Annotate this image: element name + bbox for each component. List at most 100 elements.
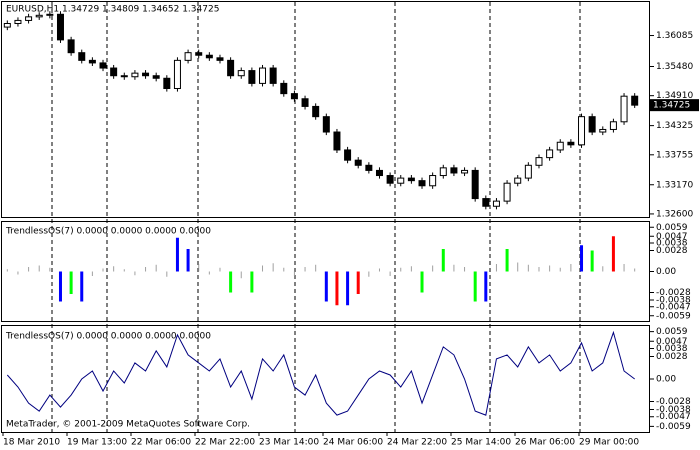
- day-separators: [51, 2, 581, 432]
- histogram-bar: [495, 264, 497, 272]
- candle-body: [375, 169, 383, 177]
- histogram-bar: [464, 267, 466, 272]
- candle-body: [142, 72, 150, 77]
- x-tick-label: 24 Mar 06:00: [323, 438, 383, 448]
- candle-body: [259, 67, 267, 84]
- candle-body: [216, 57, 224, 61]
- candle-body: [535, 157, 543, 166]
- histogram-bar: [453, 264, 455, 272]
- y-tick-label: 1.35480: [656, 62, 693, 72]
- histogram-bar: [145, 267, 147, 272]
- histogram-panel: [1, 221, 650, 322]
- y-tick-label: 0.0038: [656, 239, 688, 249]
- candle-body: [173, 59, 181, 90]
- x-tick-label: 22 Mar 06:00: [131, 438, 191, 448]
- candle-body: [578, 116, 586, 146]
- histogram-bar: [346, 271, 350, 306]
- candle-body: [429, 175, 437, 187]
- y-tick-label: 1.36085: [656, 31, 693, 41]
- candle-body: [131, 72, 139, 78]
- histogram-bar: [473, 271, 477, 302]
- y-tick-label: 1.32600: [656, 209, 693, 219]
- histogram-bar: [389, 271, 391, 276]
- price-tag-label: 1.34725: [653, 101, 690, 111]
- histogram-bar: [208, 271, 210, 275]
- y-tick-label: 0.0059: [656, 327, 688, 337]
- candle-body: [365, 164, 373, 171]
- x-tick-label: 18 Mar 2010: [3, 438, 60, 448]
- y-tick-label: 0.0028: [656, 246, 688, 256]
- candle-body: [386, 175, 394, 184]
- histogram-bar: [335, 271, 339, 306]
- histogram-bar: [6, 269, 8, 272]
- candle-body: [439, 167, 447, 177]
- candle-body: [280, 82, 288, 95]
- candle-body: [397, 177, 405, 184]
- candle-body: [152, 75, 160, 79]
- price-tag: [650, 99, 699, 112]
- histogram-bar: [410, 266, 412, 272]
- y-tick-label: 0.0047: [656, 232, 688, 242]
- candle-body: [354, 159, 362, 166]
- histogram-bar: [484, 271, 488, 302]
- x-tick-label: 26 Mar 06:00: [515, 438, 575, 448]
- y-tick-label: -0.0059: [656, 311, 691, 321]
- histogram-bar: [49, 267, 51, 272]
- y-tick-label: -0.0038: [656, 296, 691, 306]
- x-tick-label: 25 Mar 14:00: [451, 438, 511, 448]
- copyright: MetaTrader, © 2001-2009 MetaQuotes Softw…: [6, 420, 250, 430]
- candle-body: [524, 164, 532, 179]
- candle-body: [14, 19, 22, 25]
- histogram-bar: [549, 265, 551, 272]
- histogram-bar: [155, 264, 157, 272]
- histogram-bar: [58, 271, 62, 302]
- histogram-bar: [166, 271, 168, 277]
- histogram-bar: [134, 271, 136, 276]
- histogram-bar: [378, 268, 380, 272]
- candle-body: [56, 13, 64, 41]
- histogram-bar: [400, 267, 402, 272]
- candle-body: [620, 95, 628, 123]
- x-tick-label: 29 Mar 00:00: [579, 438, 639, 448]
- y-tick-label: 1.34910: [656, 91, 693, 101]
- histogram-bar: [262, 265, 264, 272]
- histogram-bar: [517, 262, 519, 272]
- candle-body: [78, 52, 86, 61]
- histogram-bar: [69, 271, 73, 294]
- histogram-bar: [527, 264, 529, 272]
- candle-body: [322, 116, 330, 133]
- candle-body: [227, 59, 235, 77]
- candle-body: [546, 149, 554, 159]
- chart-title: EURUSD,H1 1.34729 1.34809 1.34652 1.3472…: [6, 5, 219, 15]
- histogram-bar: [283, 267, 285, 272]
- histogram-bar: [602, 266, 604, 272]
- histogram-bar: [113, 266, 115, 272]
- histogram-bar: [432, 265, 434, 272]
- indicator-title: TrendlessOS(7) 0.0000 0.0000 0.0000 0.00…: [5, 227, 211, 237]
- histogram-bar: [102, 268, 104, 272]
- candle-body: [120, 75, 128, 78]
- candle-body: [46, 13, 54, 16]
- main-panel: [1, 1, 650, 218]
- histogram-bar: [17, 271, 19, 275]
- histogram-bar: [441, 249, 445, 272]
- histogram-bar: [38, 265, 40, 272]
- candle-body: [312, 105, 320, 118]
- candle-body: [461, 169, 469, 174]
- histogram-bar: [538, 267, 540, 272]
- candle-body: [301, 98, 309, 107]
- histogram-bar: [91, 271, 93, 276]
- histogram-bar: [80, 271, 84, 302]
- candle-body: [471, 169, 479, 200]
- histogram-bar: [272, 263, 274, 272]
- x-tick-label: 24 Mar 22:00: [387, 438, 447, 448]
- line-panel: [1, 325, 650, 433]
- y-tick-label: 0.0028: [656, 352, 688, 362]
- y-tick-label: 0.0047: [656, 337, 688, 347]
- histogram-bar: [324, 271, 328, 302]
- histogram-bar: [175, 237, 179, 272]
- histogram-bar: [580, 245, 584, 272]
- candle-body: [195, 52, 203, 56]
- histogram-bar: [315, 264, 317, 272]
